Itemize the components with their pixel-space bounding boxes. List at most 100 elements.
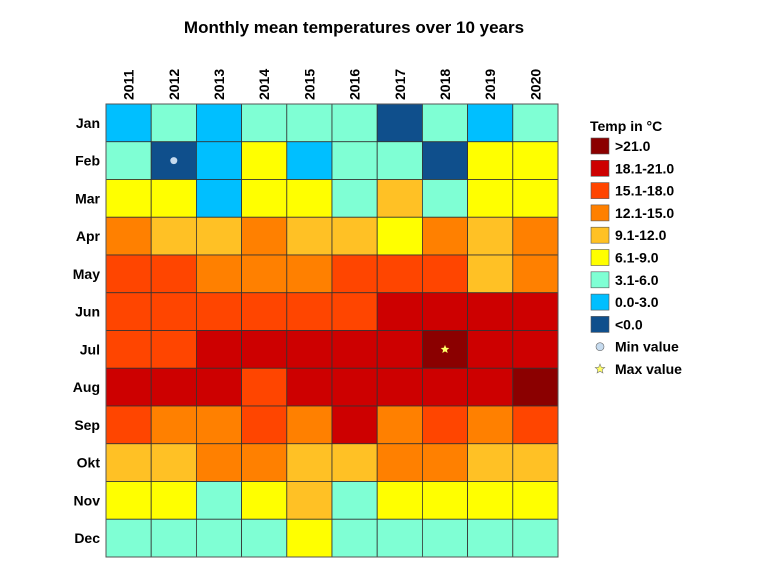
legend-title: Temp in °C [590, 118, 662, 134]
heatmap-cell-may-2018 [421, 254, 468, 294]
heatmap-cell-feb-2019 [467, 141, 514, 180]
legend-label: 6.1-9.0 [615, 250, 659, 266]
heatmap-cell-jun-2015 [286, 292, 333, 331]
heatmap-cell-jun-2016 [331, 292, 378, 331]
legend-label: 3.1-6.0 [615, 272, 659, 288]
heatmap-cell-jul-2017 [376, 330, 423, 369]
heatmap-cell-jan-2019 [467, 103, 514, 143]
heatmap-cell-nov-2013 [195, 481, 242, 520]
heatmap-cell-okt-2019 [467, 443, 514, 482]
heatmap-cell-apr-2018 [421, 216, 468, 256]
heatmap-cell-mar-2015 [286, 179, 333, 218]
heatmap-cell-jan-2016 [331, 103, 378, 143]
heatmap-cell-dec-2014 [241, 518, 288, 558]
heatmap-cell-sep-2014 [241, 405, 288, 445]
legend-min-label: Min value [615, 339, 679, 355]
plot-border [105, 103, 559, 558]
heatmap-cell-sep-2012 [150, 405, 197, 445]
legend-label: 0.0-3.0 [615, 294, 659, 310]
heatmap-cell-sep-2020 [512, 405, 559, 445]
heatmap-cell-nov-2018 [421, 481, 468, 520]
heatmap-cell-jun-2014 [241, 292, 288, 331]
heatmap-cell-nov-2012 [150, 481, 197, 520]
heatmap-cell-mar-2016 [331, 179, 378, 218]
legend-max-icon [594, 363, 606, 374]
heatmap-cell-jan-2015 [286, 103, 333, 143]
heatmap-cell-apr-2019 [467, 216, 514, 256]
legend-label: <0.0 [615, 316, 643, 332]
heatmap-cell-may-2015 [286, 254, 333, 294]
legend-max-label: Max value [615, 361, 682, 377]
heatmap-cell-apr-2014 [241, 216, 288, 256]
heatmap-cell-jan-2011 [105, 103, 152, 143]
heatmap-cell-jan-2017 [376, 103, 423, 143]
heatmap-cell-apr-2017 [376, 216, 423, 256]
heatmap-cell-mar-2012 [150, 179, 197, 218]
heatmap-cell-okt-2017 [376, 443, 423, 482]
heatmap-cell-mar-2013 [195, 179, 242, 218]
heatmap-cell-feb-2015 [286, 141, 333, 180]
legend-swatch [590, 182, 610, 199]
heatmap-cell-mar-2017 [376, 179, 423, 218]
heatmap-cell-feb-2011 [105, 141, 152, 180]
heatmap-cell-jan-2012 [150, 103, 197, 143]
legend-swatch [590, 249, 610, 266]
heatmap-cell-mar-2011 [105, 179, 152, 218]
x-tick-label: 2012 [166, 69, 182, 100]
heatmap-cell-jan-2013 [195, 103, 242, 143]
heatmap-cell-jun-2012 [150, 292, 197, 331]
heatmap-cell-jul-2012 [150, 330, 197, 369]
x-tick-label: 2014 [256, 69, 272, 100]
y-tick-labels: Jan Feb Mar Apr May Jun Jul Aug Sep Okt Nov Dec [73, 115, 101, 546]
heatmap-cell-apr-2013 [195, 216, 242, 256]
heatmap-cell-may-2014 [241, 254, 288, 294]
x-tick-label: 2011 [121, 69, 137, 100]
heatmap-cell-apr-2020 [512, 216, 559, 256]
heatmap-cell-may-2012 [150, 254, 197, 294]
min-value-marker [170, 157, 178, 165]
x-tick-label: 2013 [211, 69, 227, 100]
heatmap-cell-okt-2016 [331, 443, 378, 482]
legend-swatch [590, 226, 610, 244]
heatmap-cell-nov-2015 [286, 481, 333, 520]
heatmap-cell-jul-2014 [241, 330, 288, 369]
y-tick-label: Jul [80, 341, 100, 357]
heatmap-cell-aug-2015 [286, 367, 333, 407]
heatmap-cell-jul-2019 [467, 330, 514, 369]
heatmap-cell-okt-2018 [421, 443, 468, 482]
x-tick-label: 2018 [437, 69, 453, 100]
heatmap-cell-dec-2012 [150, 518, 197, 558]
y-tick-label: Mar [75, 190, 100, 206]
heatmap-cell-jan-2020 [512, 103, 559, 143]
heatmap-cell-may-2016 [331, 254, 378, 294]
heatmap-cell-aug-2014 [241, 367, 288, 407]
heatmap-cell-feb-2013 [195, 141, 242, 180]
y-tick-label: Apr [76, 228, 101, 244]
heatmap-cell-jul-2020 [512, 330, 559, 369]
heatmap-cell-mar-2020 [512, 179, 559, 218]
heatmap-cell-okt-2014 [241, 443, 288, 482]
heatmap-cell-may-2019 [467, 254, 514, 294]
heatmap-cell-dec-2018 [421, 518, 468, 558]
legend-swatch [590, 204, 610, 222]
heatmap-cell-okt-2015 [286, 443, 333, 482]
heatmap-cell-jun-2017 [376, 292, 423, 331]
heatmap-cell-nov-2016 [331, 481, 378, 520]
legend-swatch [590, 160, 610, 177]
heatmap-cell-dec-2017 [376, 518, 423, 558]
legend: Temp in °C >21.0 18.1-21.0 15.1-18.0 12.1-1… [590, 118, 682, 377]
heatmap-cell-apr-2015 [286, 216, 333, 256]
heatmap-cell-aug-2012 [150, 367, 197, 407]
heatmap-cell-aug-2016 [331, 367, 378, 407]
x-tick-label: 2020 [527, 69, 543, 100]
x-tick-label: 2016 [347, 69, 363, 100]
heatmap-cell-may-2017 [376, 254, 423, 294]
y-tick-label: May [73, 266, 100, 282]
heatmap-cell-sep-2011 [105, 405, 152, 445]
legend-min-icon [595, 342, 605, 352]
legend-label: 15.1-18.0 [615, 183, 674, 199]
heatmap-cell-jun-2013 [195, 292, 242, 331]
heatmap-cell-mar-2019 [467, 179, 514, 218]
x-tick-label: 2015 [301, 69, 317, 100]
y-tick-label: Dec [74, 530, 100, 546]
